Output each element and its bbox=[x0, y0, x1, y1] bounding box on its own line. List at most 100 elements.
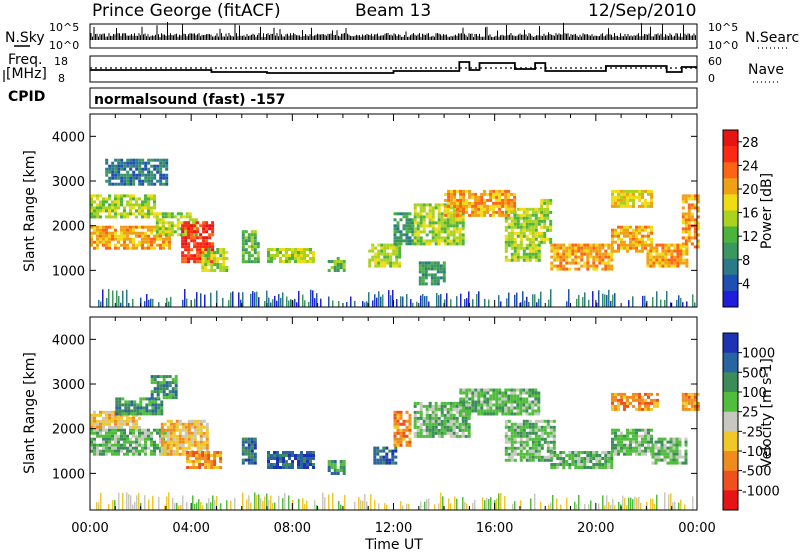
echo-cell bbox=[191, 221, 195, 225]
echo-cell bbox=[153, 197, 156, 201]
echo-cell bbox=[425, 215, 429, 219]
echo-cell bbox=[105, 167, 109, 171]
echo-cell bbox=[471, 388, 475, 392]
ground-scatter bbox=[380, 296, 382, 307]
echo-cell bbox=[288, 260, 291, 263]
echo-cell bbox=[452, 431, 456, 435]
echo-cell bbox=[250, 239, 254, 243]
echo-cell bbox=[186, 460, 190, 463]
echo-cell bbox=[507, 210, 511, 214]
echo-cell bbox=[93, 431, 96, 435]
echo-cell bbox=[132, 434, 135, 438]
echo-cell bbox=[158, 218, 162, 222]
echo-cell bbox=[513, 231, 517, 235]
echo-cell bbox=[108, 440, 111, 444]
echo-cell bbox=[165, 393, 169, 397]
echo-cell bbox=[601, 246, 605, 250]
echo-cell bbox=[93, 206, 96, 210]
echo-cell bbox=[641, 201, 644, 205]
echo-cell bbox=[449, 401, 453, 405]
echo-cell bbox=[132, 203, 135, 207]
echo-cell bbox=[449, 239, 453, 243]
echo-cell bbox=[117, 158, 121, 162]
echo-cell bbox=[96, 449, 99, 453]
echo-cell bbox=[102, 440, 105, 444]
echo-cell bbox=[464, 416, 468, 420]
ground-scatter bbox=[588, 299, 590, 307]
echo-cell bbox=[405, 221, 409, 225]
echo-cell bbox=[489, 189, 493, 193]
echo-cell bbox=[626, 398, 629, 402]
power-heatmap bbox=[90, 158, 700, 307]
echo-cell bbox=[664, 264, 668, 268]
echo-cell bbox=[297, 251, 300, 254]
echo-cell bbox=[617, 434, 620, 438]
ground-scatter bbox=[118, 492, 120, 510]
echo-cell bbox=[443, 413, 447, 417]
echo-cell bbox=[126, 203, 129, 207]
ground-scatter bbox=[406, 294, 408, 307]
echo-cell bbox=[158, 230, 162, 234]
echo-cell bbox=[669, 440, 673, 444]
echo-cell bbox=[202, 221, 206, 225]
ground-scatter bbox=[234, 497, 236, 510]
ground-scatter bbox=[624, 497, 626, 510]
echo-cell bbox=[147, 215, 150, 219]
echo-cell bbox=[396, 221, 400, 225]
echo-cell bbox=[413, 203, 417, 207]
echo-cell bbox=[333, 469, 337, 472]
echo-cell bbox=[135, 434, 138, 438]
echo-cell bbox=[247, 260, 251, 264]
echo-cell bbox=[144, 246, 147, 250]
echo-cell bbox=[540, 237, 544, 241]
echo-cell bbox=[207, 460, 211, 463]
echo-cell bbox=[147, 203, 150, 207]
colorbar-tick-label: -100 bbox=[742, 445, 772, 460]
echo-cell bbox=[202, 224, 206, 228]
echo-cell bbox=[440, 236, 444, 240]
echo-cell bbox=[138, 225, 141, 229]
echo-cell bbox=[577, 451, 581, 454]
echo-cell bbox=[123, 446, 126, 450]
echo-cell bbox=[647, 440, 650, 444]
echo-cell bbox=[589, 249, 593, 253]
ground-scatter bbox=[566, 497, 568, 510]
echo-cell bbox=[568, 457, 572, 460]
echo-cell bbox=[144, 237, 147, 241]
echo-cell bbox=[187, 428, 191, 432]
echo-cell bbox=[161, 230, 165, 234]
echo-cell bbox=[147, 161, 151, 165]
echo-cell bbox=[181, 422, 185, 426]
echo-cell bbox=[312, 463, 315, 466]
echo-cell bbox=[330, 260, 334, 263]
echo-cell bbox=[534, 403, 538, 407]
echo-cell bbox=[562, 252, 566, 256]
echo-cell bbox=[553, 451, 557, 454]
echo-cell bbox=[525, 403, 529, 407]
ground-scatter bbox=[312, 290, 314, 307]
echo-cell bbox=[696, 407, 700, 411]
echo-cell bbox=[163, 449, 167, 453]
echo-cell bbox=[550, 261, 554, 265]
echo-cell bbox=[123, 161, 127, 165]
colorbar-frame bbox=[722, 332, 739, 511]
echo-cell bbox=[135, 209, 138, 213]
ground-scatter bbox=[288, 300, 290, 307]
echo-cell bbox=[395, 246, 399, 250]
echo-cell bbox=[531, 422, 535, 426]
ground-scatter bbox=[632, 296, 634, 307]
echo-cell bbox=[198, 454, 202, 457]
echo-cell bbox=[416, 428, 420, 432]
echo-cell bbox=[626, 204, 629, 208]
ground-scatter bbox=[556, 498, 558, 510]
echo-cell bbox=[138, 440, 141, 444]
echo-cell bbox=[105, 215, 108, 219]
echo-cell bbox=[172, 425, 176, 429]
ground-scatter bbox=[328, 494, 330, 510]
echo-cell bbox=[416, 215, 420, 219]
echo-cell bbox=[543, 425, 547, 429]
echo-cell bbox=[456, 210, 460, 214]
echo-cell bbox=[534, 255, 538, 259]
echo-cell bbox=[650, 401, 653, 405]
